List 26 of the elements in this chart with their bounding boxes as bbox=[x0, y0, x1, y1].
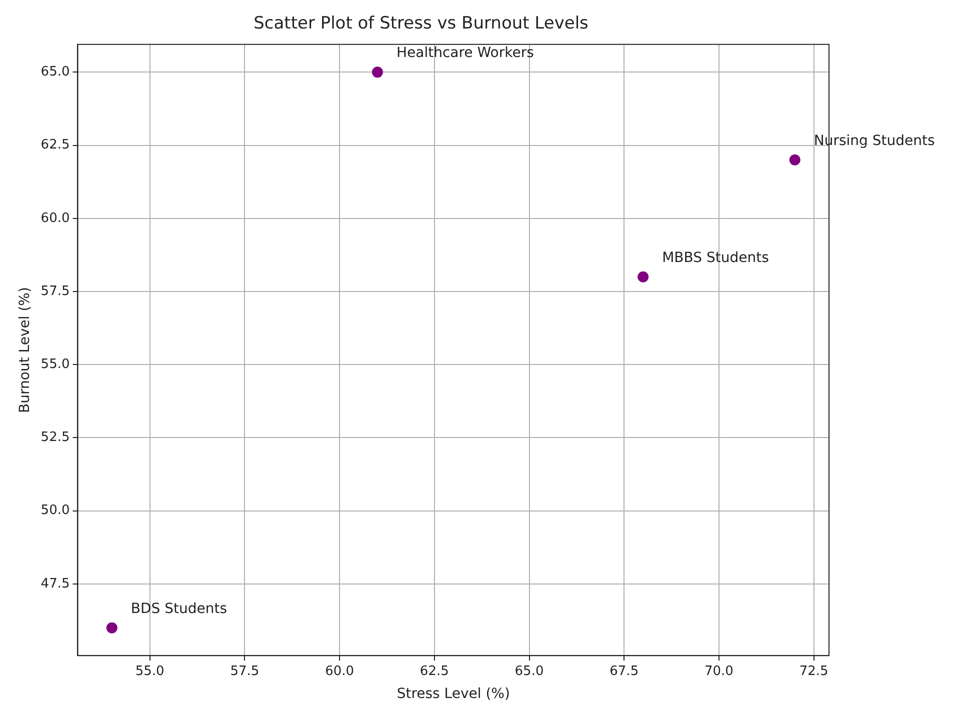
y-tick-label: 50.0 bbox=[40, 503, 70, 518]
annotation: MBBS Students bbox=[662, 250, 769, 266]
x-tick-label: 70.0 bbox=[704, 664, 734, 679]
x-tick-label: 60.0 bbox=[325, 664, 354, 679]
y-tick-label: 65.0 bbox=[40, 64, 70, 80]
point bbox=[106, 622, 118, 634]
chart-title: Scatter Plot of Stress vs Burnout Levels bbox=[254, 14, 589, 34]
y-tick-label: 52.5 bbox=[40, 430, 70, 446]
point bbox=[372, 66, 383, 78]
annotation: Healthcare Workers bbox=[396, 45, 534, 62]
y-tick-label: 55.0 bbox=[40, 356, 70, 372]
y-tick-label: 47.5 bbox=[40, 576, 70, 592]
x-tick-label: 67.5 bbox=[610, 664, 639, 679]
annotation: BDS Students bbox=[130, 600, 228, 617]
x-tick-label: 72.5 bbox=[799, 664, 828, 679]
x-tick-label: 57.5 bbox=[230, 664, 260, 679]
y-axis-title: Burnout Level (%) bbox=[17, 287, 34, 413]
point bbox=[789, 154, 800, 166]
y-tick-label: 62.5 bbox=[40, 138, 70, 153]
x-axis-title: Stress Level (%) bbox=[396, 686, 510, 702]
point bbox=[638, 271, 649, 282]
x-tick-label: 62.5 bbox=[420, 664, 449, 679]
y-tick-label: 57.5 bbox=[40, 284, 70, 299]
y-tick-label: 60.0 bbox=[40, 210, 70, 226]
x-tick-label: 65.0 bbox=[514, 664, 544, 679]
x-tick-label: 55.0 bbox=[135, 664, 164, 679]
